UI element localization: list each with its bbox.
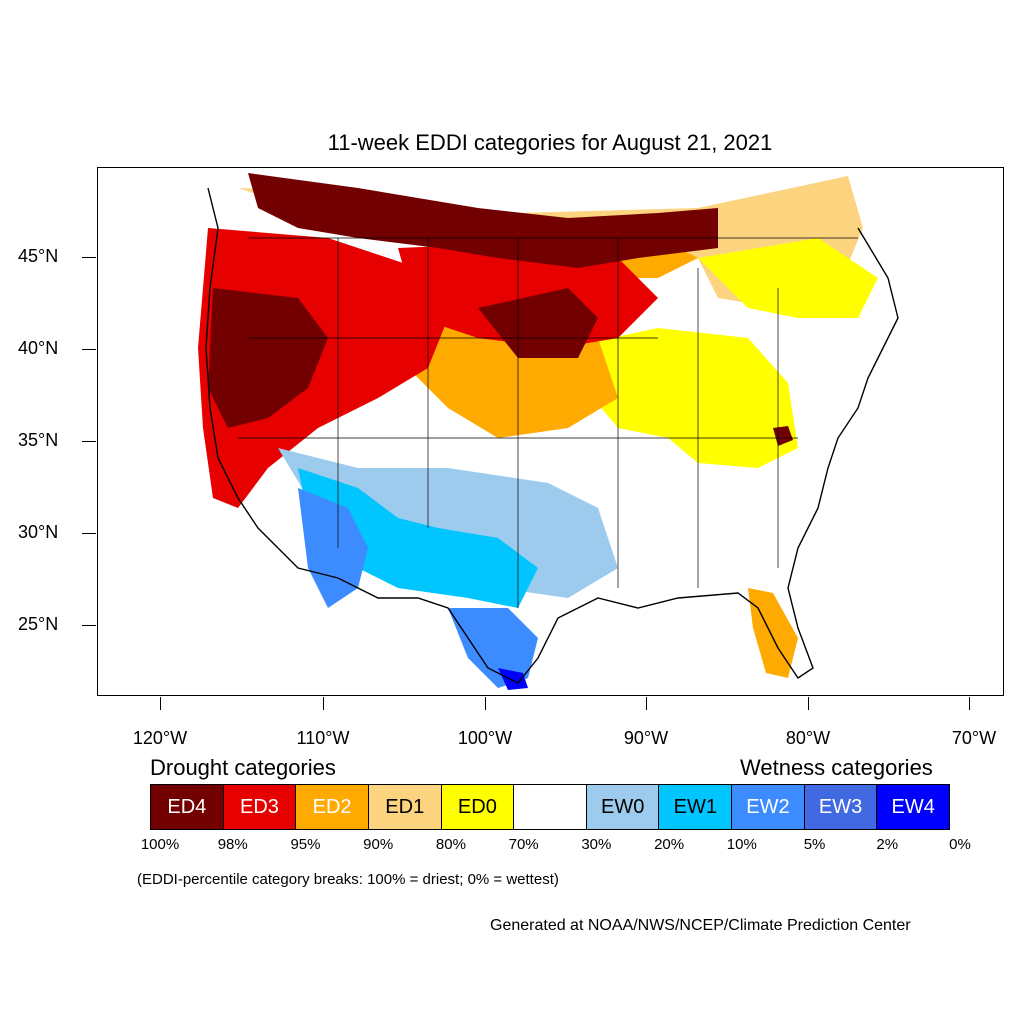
legend-swatch-ew3: EW3 xyxy=(804,785,878,829)
lat-tick-40 xyxy=(82,349,96,350)
lat-label-40: 40°N xyxy=(18,338,59,358)
lon-tick-110 xyxy=(323,697,324,710)
lon-tick-70 xyxy=(969,697,970,710)
legend-swatch-ew1: EW1 xyxy=(659,785,733,829)
percent-break-label: 20% xyxy=(654,836,685,853)
lat-label-30: 30°N xyxy=(18,522,59,542)
legend-swatch-ew2: EW2 xyxy=(732,785,805,829)
lon-tick-120 xyxy=(160,697,161,710)
legend-swatch-ew4: EW4 xyxy=(877,785,950,829)
percent-break-label: 0% xyxy=(949,836,971,853)
lat-label-45: 45°N xyxy=(18,246,59,266)
percent-break-label: 5% xyxy=(803,836,826,853)
lon-tick-80 xyxy=(808,697,809,710)
legend-swatch-ew0: EW0 xyxy=(586,785,660,829)
lat-label-25: 25°N xyxy=(18,614,59,634)
category-note: (EDDI-percentile category breaks: 100% =… xyxy=(137,871,559,888)
percent-break-label: 10% xyxy=(726,836,757,853)
region-ew4-texas xyxy=(498,668,528,690)
region-ed0-northeast xyxy=(698,238,878,318)
legend-swatch-ed1: ED1 xyxy=(368,785,442,829)
region-ed4-north xyxy=(248,173,718,268)
lat-tick-25 xyxy=(82,625,96,626)
percent-break-label: 98% xyxy=(217,836,248,853)
lat-tick-45 xyxy=(82,257,96,258)
legend-swatch-ed2: ED2 xyxy=(296,785,369,829)
legend-swatch-ed4: ED4 xyxy=(151,785,224,829)
wetness-heading: Wetness categories xyxy=(740,755,933,780)
region-ed0-midwest xyxy=(588,328,798,468)
legend-swatch-ed3: ED3 xyxy=(223,785,297,829)
lon-label-120: 120°W xyxy=(132,728,188,748)
map-panel xyxy=(97,167,1004,696)
lon-tick-90 xyxy=(646,697,647,710)
lon-label-80: 80°W xyxy=(785,728,831,748)
lon-label-100: 100°W xyxy=(457,728,513,748)
percent-break-label: 80% xyxy=(435,836,466,853)
lon-label-110: 110°W xyxy=(296,728,350,748)
percent-break-label: 2% xyxy=(876,836,899,853)
region-ed4-northwest xyxy=(208,288,328,428)
lon-tick-100 xyxy=(485,697,486,710)
map-title: 11-week EDDI categories for August 21, 2… xyxy=(327,130,773,155)
percent-break-label: 70% xyxy=(508,836,539,853)
percent-break-label: 90% xyxy=(363,836,394,853)
region-ew1-southwest xyxy=(298,468,538,608)
lon-label-70: 70°W xyxy=(951,728,997,748)
region-ew2-southwest xyxy=(298,488,368,608)
coastline-outline xyxy=(205,187,899,684)
credit-text: Generated at NOAA/NWS/NCEP/Climate Predi… xyxy=(490,917,911,934)
region-ew2-texas xyxy=(448,608,538,688)
lat-tick-35 xyxy=(82,441,96,442)
legend-bar: ED4 ED3 ED2 ED1 ED0 EW0 EW1 EW2 EW3 EW4 xyxy=(150,784,950,830)
region-ed4-midwest xyxy=(478,288,598,358)
lat-tick-30 xyxy=(82,533,96,534)
percent-break-label: 100% xyxy=(140,836,180,853)
lon-label-90: 90°W xyxy=(623,728,669,748)
percent-break-label: 95% xyxy=(290,836,321,853)
drought-heading: Drought categories xyxy=(150,755,336,780)
region-ew0-southwest xyxy=(278,448,618,598)
region-ed2-florida xyxy=(748,588,798,678)
lat-label-35: 35°N xyxy=(18,430,59,450)
eddi-map xyxy=(198,173,899,690)
legend-swatch-ed0: ED0 xyxy=(441,785,515,829)
legend-swatch-normal xyxy=(514,785,587,829)
percent-break-label: 30% xyxy=(581,836,612,853)
state-borders xyxy=(238,237,858,608)
